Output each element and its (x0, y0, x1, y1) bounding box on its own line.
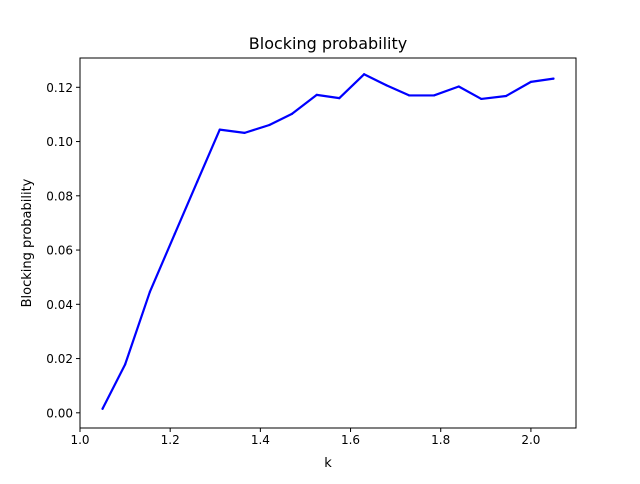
data-point (218, 128, 221, 131)
x-tick-label: 1.0 (70, 433, 89, 447)
data-point (385, 84, 388, 87)
data-point (505, 94, 508, 98)
data-point (552, 77, 555, 80)
data-point (362, 73, 366, 76)
y-tick-label: 0.00 (46, 406, 73, 420)
data-point (148, 290, 151, 293)
x-tick-label: 1.8 (431, 433, 450, 447)
data-point (290, 112, 294, 115)
data-point (432, 94, 436, 97)
data-point (196, 180, 199, 183)
x-tick-label: 1.2 (161, 433, 180, 447)
data-point (173, 232, 176, 236)
y-tick-label: 0.10 (46, 135, 73, 149)
data-point (408, 94, 411, 97)
x-tick-label: 1.6 (341, 433, 360, 447)
data-point (480, 97, 483, 101)
y-tick-label: 0.02 (46, 352, 73, 366)
series-line-0 (101, 73, 555, 410)
y-tick-label: 0.06 (46, 244, 73, 258)
x-axis-label: k (324, 456, 332, 471)
y-tick-label: 0.08 (46, 189, 73, 203)
series-layer (101, 73, 555, 410)
y-tick-label: 0.12 (46, 81, 73, 95)
ticks-layer: 1.0 1.2 1.4 1.6 1.8 2.0 0.00 0.02 0.04 0.06 0.08 0.… (46, 81, 540, 447)
y-tick-label: 0.04 (46, 298, 73, 312)
x-tick-label: 2.0 (521, 433, 540, 447)
data-point (338, 97, 341, 100)
x-tick-label: 1.4 (251, 433, 270, 447)
data-point (457, 85, 460, 88)
data-point (123, 363, 127, 366)
chart-title: Blocking probability (249, 34, 407, 53)
plot-frame (79, 57, 577, 429)
y-axis-label: Blocking probability (20, 178, 35, 307)
data-point (529, 80, 533, 83)
data-point (315, 93, 318, 96)
data-point (268, 123, 271, 127)
data-point (243, 131, 246, 134)
data-point (101, 407, 104, 410)
